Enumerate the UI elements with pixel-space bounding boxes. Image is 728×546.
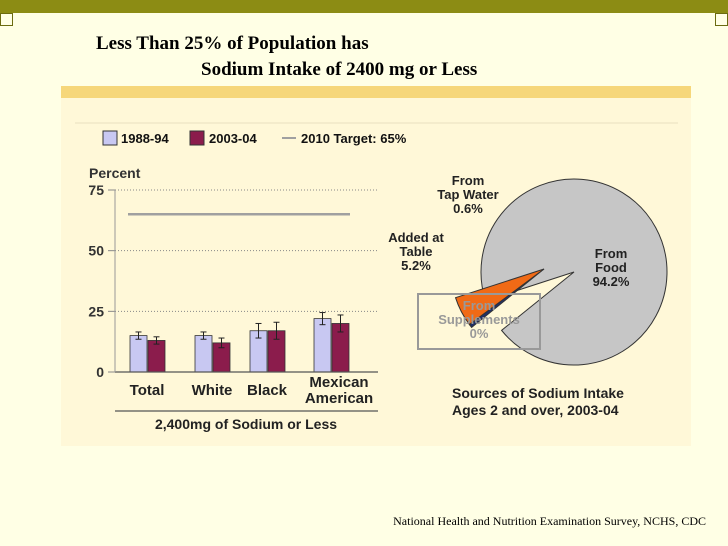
bar-gridlines xyxy=(115,189,378,312)
legend-label-1988-94: 1988-94 xyxy=(121,131,169,146)
pie-label-from-supplements: From Supplements 0% xyxy=(438,298,520,341)
x-tick-label-black: Black xyxy=(247,382,288,399)
title-underline-band xyxy=(61,86,691,98)
legend-label-target: 2010 Target: 65% xyxy=(301,131,407,146)
supplements-callout-box xyxy=(417,293,541,350)
y-tick-label-0: 0 xyxy=(96,364,104,380)
slide-title-line2: Sodium Intake of 2400 mg or Less xyxy=(201,59,478,80)
x-tick-label-total: Total xyxy=(130,382,165,399)
x-tick-label-mexican-american: Mexican American xyxy=(305,374,373,407)
bar-white-1988-94 xyxy=(194,335,213,373)
y-tick-label-50: 50 xyxy=(88,243,104,259)
legend-swatch-1988-94 xyxy=(102,130,118,146)
pie-title: Sources of Sodium Intake Ages 2 and over,… xyxy=(452,385,624,418)
pie-label-from-tap-water: From Tap Water 0.6% xyxy=(437,173,498,216)
top-bar xyxy=(0,0,728,13)
source-citation: National Health and Nutrition Examinatio… xyxy=(393,514,706,528)
pie-label-added-at-table: Added at Table 5.2% xyxy=(388,230,444,273)
pie-slice-from-food xyxy=(480,178,668,366)
pie-label-from-food: From Food 94.2% xyxy=(593,246,630,289)
bar-category-labels: Total White Black Mexican American xyxy=(130,374,374,407)
y-tick-label-75: 75 xyxy=(88,182,104,198)
y-tick-label-25: 25 xyxy=(88,303,104,319)
bar-marks xyxy=(129,312,350,373)
bar-total-1988-94 xyxy=(129,335,148,373)
legend-label-2003-04: 2003-04 xyxy=(209,131,257,146)
pie-marks xyxy=(454,178,668,366)
bar-mexican-american-1988-94 xyxy=(313,318,332,373)
bar-total-2003-04 xyxy=(147,340,166,373)
x-axis-label: 2,400mg of Sodium or Less xyxy=(155,416,337,432)
bar-y-ticks: 0 25 50 75 xyxy=(88,182,115,380)
y-axis-label: Percent xyxy=(89,165,141,181)
x-tick-label-white: White xyxy=(192,382,233,399)
legend-swatch-2003-04 xyxy=(189,130,205,146)
slide-title-line1: Less Than 25% of Population has xyxy=(96,33,369,54)
pie-slice-added-at-table xyxy=(454,268,545,326)
corner-square-left xyxy=(0,13,13,26)
pie-labels: From Food 94.2% From Tap Water 0.6% Added at Ta… xyxy=(388,173,630,341)
